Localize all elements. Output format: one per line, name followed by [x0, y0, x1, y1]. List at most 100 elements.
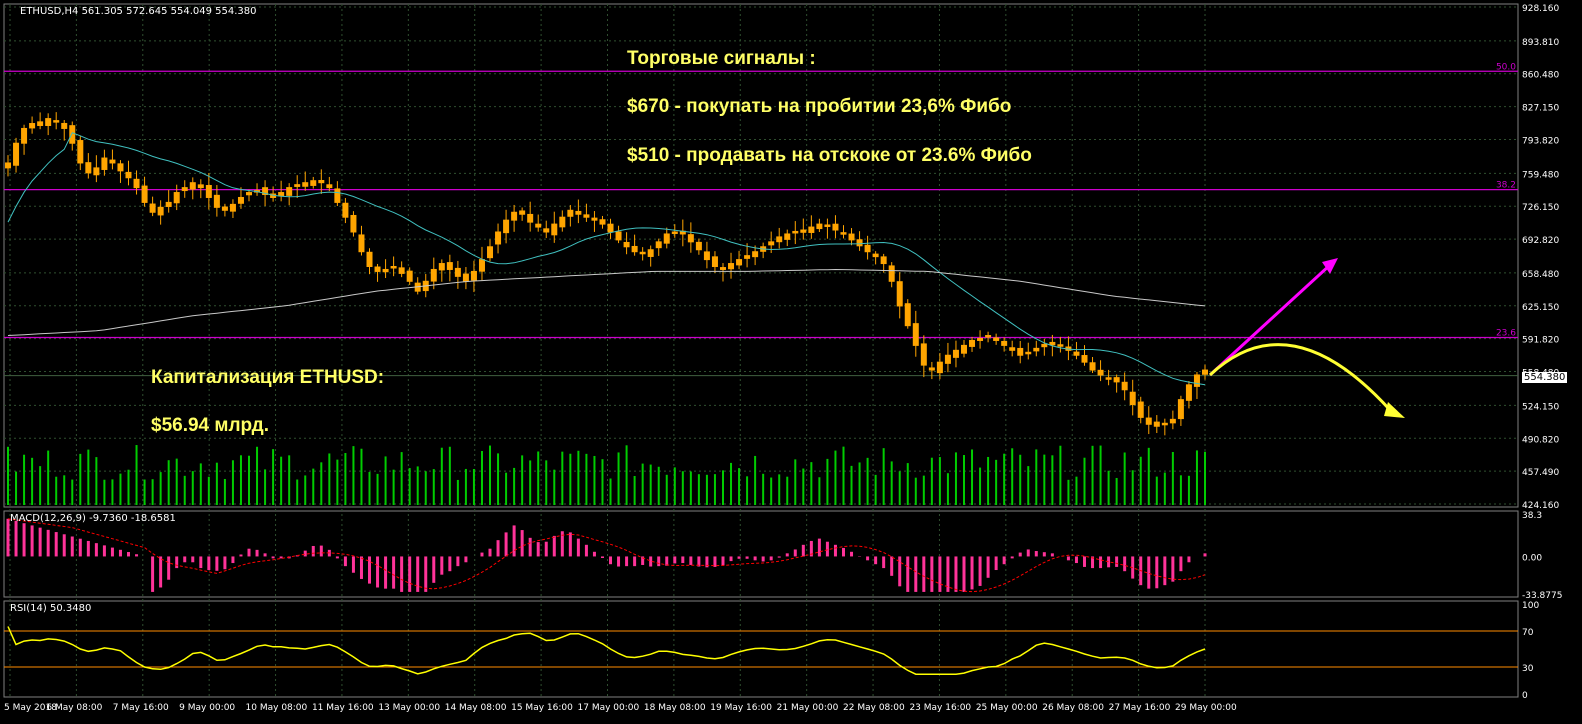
x-tick-label: 5 May 2018 — [4, 703, 57, 713]
candle-body — [856, 239, 863, 247]
candle-body — [575, 210, 582, 215]
candle-body — [478, 259, 485, 272]
candle-body — [1089, 362, 1096, 371]
candle-body — [985, 335, 992, 338]
x-tick-label: 29 May 00:00 — [1175, 703, 1237, 713]
x-tick-label: 11 May 16:00 — [312, 703, 374, 713]
y-tick-label: 591.820 — [1522, 336, 1559, 346]
x-tick-label: 13 May 00:00 — [378, 703, 440, 713]
candle-body — [567, 209, 574, 217]
x-tick-label: 18 May 08:00 — [644, 703, 706, 713]
candle-body — [487, 246, 494, 259]
candle-body — [246, 192, 253, 196]
candle-body — [864, 244, 871, 253]
candle-body — [358, 234, 365, 253]
rsi-title: RSI(14) 50.3480 — [10, 603, 92, 614]
x-tick-label: 27 May 16:00 — [1109, 703, 1171, 713]
candle-body — [374, 266, 381, 272]
candle-body — [816, 223, 823, 230]
candle-body — [294, 184, 301, 187]
arrow-up-line — [1208, 263, 1332, 377]
candle-body — [462, 273, 469, 282]
ma-slow-line — [7, 268, 1206, 336]
candle-body — [896, 281, 903, 307]
candle-body — [85, 162, 92, 174]
candle-body — [912, 323, 919, 346]
candle-body — [599, 219, 606, 225]
candle-body — [390, 266, 397, 269]
candle-body — [278, 192, 285, 197]
candle-body — [1081, 355, 1088, 363]
candle-body — [181, 187, 188, 192]
fibo-label: 23.6 — [1496, 329, 1516, 339]
x-tick-label: 9 May 00:00 — [179, 703, 235, 713]
candle-body — [5, 162, 11, 169]
rsi-y-tick: 100 — [1522, 601, 1539, 611]
candle-body — [832, 223, 839, 231]
candle-body — [125, 171, 132, 179]
candle-body — [880, 256, 887, 265]
y-tick-label: 692.820 — [1522, 236, 1559, 246]
candle-body — [736, 259, 743, 266]
candle-body — [1193, 374, 1200, 387]
candle-body — [302, 182, 309, 187]
macd-y-tick: -33.8775 — [1522, 591, 1562, 601]
candle-body — [920, 343, 927, 366]
y-tick-label: 827.150 — [1522, 104, 1559, 114]
candle-body — [318, 179, 325, 184]
x-tick-label: 23 May 16:00 — [909, 703, 971, 713]
candle-body — [848, 233, 855, 241]
candle-body — [1001, 340, 1008, 346]
candle-body — [1185, 384, 1192, 401]
candle-body — [262, 187, 269, 196]
candle-body — [1145, 417, 1152, 425]
signal-sell: $510 - продавать на отскоке от 23.6% Фиб… — [627, 145, 1032, 166]
candle-body — [406, 270, 413, 282]
candle-body — [109, 159, 116, 164]
candle-body — [93, 167, 100, 176]
candle-body — [824, 224, 831, 227]
candle-body — [1153, 421, 1160, 427]
candle-body — [69, 125, 76, 144]
fibo-label: 50.0 — [1496, 62, 1516, 72]
candle-body — [173, 192, 180, 204]
candle-body — [728, 263, 735, 270]
candle-body — [543, 228, 550, 233]
candle-body — [1129, 391, 1136, 406]
x-tick-label: 22 May 08:00 — [843, 703, 905, 713]
candle-body — [808, 226, 815, 233]
candle-body — [1113, 377, 1120, 383]
x-tick-label: 6 May 08:00 — [46, 703, 102, 713]
candle-body — [944, 354, 951, 364]
y-tick-label: 793.820 — [1522, 136, 1559, 146]
candle-body — [221, 206, 228, 211]
candle-body — [1161, 422, 1168, 426]
candle-body — [904, 303, 911, 327]
candle-body — [776, 236, 783, 243]
candle-body — [101, 157, 108, 170]
signal-buy: $670 - покупать на пробитии 23,6% Фибо — [627, 96, 1012, 117]
candle-body — [1177, 399, 1184, 420]
candle-body — [527, 213, 534, 223]
candle-body — [205, 184, 212, 198]
candle-body — [446, 262, 453, 270]
candle-body — [1169, 418, 1176, 424]
ohlc-readout: 561.305 572.645 554.049 554.380 — [81, 6, 257, 17]
candle-body — [623, 241, 630, 248]
candle-body — [695, 241, 702, 251]
x-tick-label: 19 May 16:00 — [710, 703, 772, 713]
candle-body — [687, 234, 694, 243]
rsi-line — [7, 626, 1206, 675]
candle-body — [1097, 369, 1104, 376]
candle-body — [229, 203, 236, 212]
y-tick-label: 759.480 — [1522, 170, 1559, 180]
candle-body — [928, 367, 935, 371]
macd-y-tick: 0.00 — [1522, 553, 1542, 563]
candle-body — [53, 120, 60, 123]
y-tick-label: 424.160 — [1522, 501, 1559, 511]
panel-frame — [3, 600, 1519, 698]
candle-body — [952, 349, 959, 358]
macd-title: MACD(12,26,9) -9.7360 -18.6581 — [10, 513, 176, 524]
arrow-down-curve — [1208, 343, 1392, 412]
